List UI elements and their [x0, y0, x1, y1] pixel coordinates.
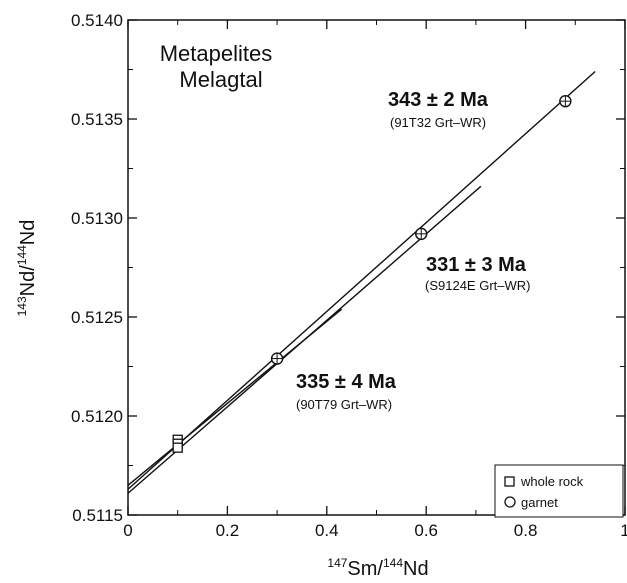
legend-circle-icon: [504, 496, 516, 508]
x-tick-label: 0.6: [414, 521, 438, 540]
data-points: [172, 94, 572, 453]
sample-label-S9124E: (S9124E Grt–WR): [425, 278, 530, 293]
x-tick-label: 0.4: [315, 521, 339, 540]
legend-square-icon: [504, 476, 515, 487]
legend-label-whole-rock: whole rock: [520, 474, 584, 489]
y-tick-label: 0.5135: [71, 110, 123, 129]
x-axis-sup-1: 147: [327, 556, 347, 570]
y-axis-sup-2: 144: [15, 245, 29, 265]
legend: whole rock garnet: [494, 464, 624, 518]
y-tick-label: 0.5120: [71, 407, 123, 426]
x-tick-label: 1: [620, 521, 627, 540]
whole-rock-point: [172, 442, 183, 453]
sample-label-91T32: (91T32 Grt–WR): [390, 115, 486, 130]
age-label-91T32: 343 ± 2 Ma: [388, 89, 489, 111]
x-axis-sup-2: 144: [383, 556, 403, 570]
y-tick-label: 0.5130: [71, 209, 123, 228]
y-axis-base-2: Nd: [17, 220, 39, 246]
x-tick-label: 0.2: [216, 521, 240, 540]
x-axis-title: 147Sm/144Nd: [327, 556, 428, 580]
chart-title-line-1: Metapelites: [160, 41, 273, 66]
isochron-line-1: [127, 70, 596, 490]
legend-box: [494, 464, 624, 518]
x-tick-label: 0.8: [514, 521, 538, 540]
sample-label-90T79: (90T79 Grt–WR): [296, 397, 392, 412]
isochron-line-3: [127, 308, 343, 486]
y-tick-label: 0.5115: [72, 506, 123, 525]
age-label-S9124E: 331 ± 3 Ma: [426, 254, 527, 276]
legend-label-garnet: garnet: [521, 495, 558, 510]
y-axis-title: 143Nd/144Nd: [15, 220, 39, 317]
y-axis-sup-1: 143: [15, 296, 29, 316]
chart-title-line-2: Melagtal: [179, 67, 262, 92]
x-axis-base-1: Sm/: [347, 558, 383, 580]
y-axis-base-1: Nd/: [17, 265, 39, 297]
x-axis-base-2: Nd: [403, 558, 429, 580]
y-tick-label: 0.5125: [71, 308, 123, 327]
age-label-90T79: 335 ± 4 Ma: [296, 371, 397, 393]
y-tick-label: 0.5140: [71, 11, 123, 30]
x-tick-label: 0: [123, 521, 132, 540]
